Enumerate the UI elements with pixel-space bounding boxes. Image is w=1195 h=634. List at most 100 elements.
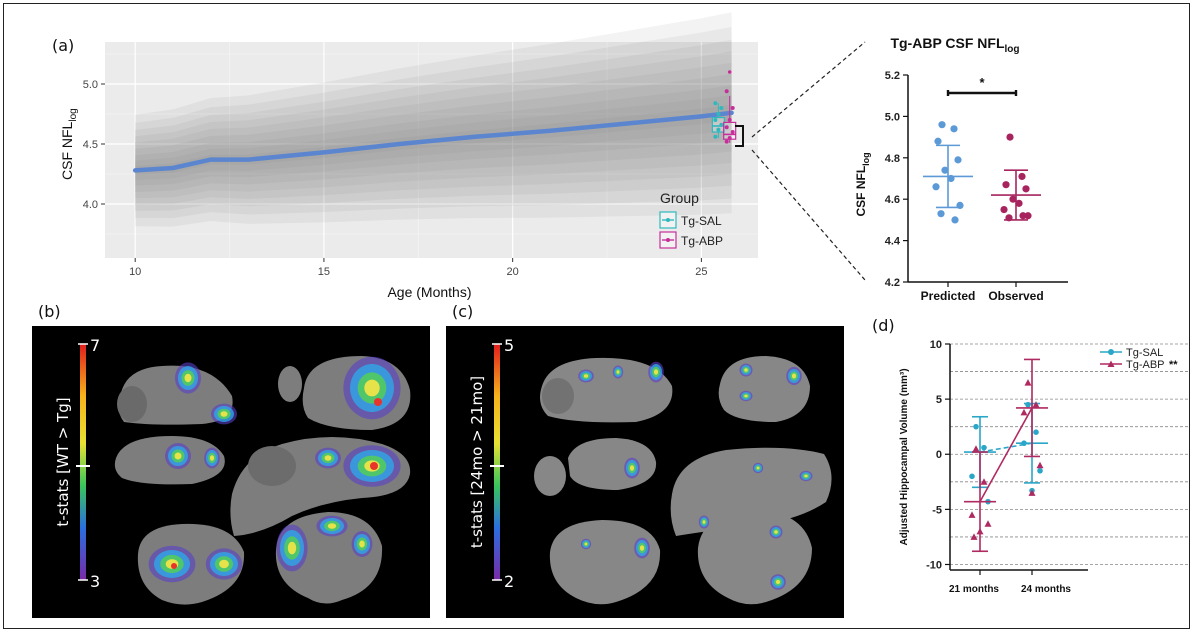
brain-c-sagittal-2 (718, 356, 810, 422)
d-point-1-1-2 (1020, 408, 1028, 416)
brain-c-act-3-core (653, 369, 659, 375)
prediction-band-7 (135, 26, 732, 219)
d-point-1-0-1 (980, 478, 988, 485)
inset-y-tick-label-0: 4.2 (885, 277, 900, 289)
inset-title: Tg-ABP CSF NFLlog (890, 35, 1019, 55)
brain-b-act-4-core (174, 452, 182, 460)
box-point-0-6 (713, 101, 718, 106)
d-x-tick-label-1: 24 months (1021, 584, 1071, 595)
d-point-1-1-4 (1028, 489, 1036, 496)
d-point-0-1-0 (1025, 401, 1031, 408)
brain-b-act-5 (204, 447, 220, 469)
brain-images-b: 7 3 t-stats [WT > Tg] (54, 336, 411, 605)
inset-point-1-9 (1019, 212, 1027, 220)
d-point-1-0-3 (984, 520, 992, 527)
brain-b-act-11 (316, 515, 348, 537)
d-point-1-0-0 (972, 445, 980, 452)
d-point-0-1-1 (1033, 429, 1039, 435)
brain-c-act-5 (739, 390, 753, 402)
d-y-tick-label-4: 10 (930, 339, 942, 351)
colorbar-label-1: t-stats [24mo > 21mo] (468, 376, 486, 548)
prediction-band-2 (135, 85, 732, 186)
d-point-1-1-3 (1036, 461, 1044, 469)
d-y-tick-label-2: 0 (936, 449, 942, 461)
d-point-1-0-5 (970, 533, 978, 540)
d-point-0-0-1 (981, 444, 987, 451)
d-point-1-1-1 (1032, 401, 1040, 408)
chart-a: 10 15 20 25 4.0 4.5 5.0 Age (Months) CSF NFLlog G… (59, 12, 758, 300)
brain-c-coronal-1 (568, 438, 657, 490)
connector-bottom (751, 149, 866, 281)
colorbar-0 (80, 344, 86, 580)
prediction-band-6 (135, 39, 732, 211)
brain-b-act-2-core (220, 411, 228, 417)
brain-b-act-6 (315, 447, 341, 469)
inset-point-0-7 (956, 201, 964, 210)
box-point-1-6 (724, 89, 729, 94)
d-y-tick-label-1: -5 (932, 504, 942, 516)
brain-c-sagittal-1 (540, 357, 673, 423)
inset-point-1-6 (1000, 205, 1008, 214)
colorbar-min-label-1: 2 (504, 572, 514, 591)
brain-c-fragment-1 (534, 456, 566, 496)
box-point-1-4 (727, 118, 732, 122)
prediction-band-1 (135, 94, 732, 181)
brain-b-act-11-core (327, 523, 337, 529)
brain-c-act-12-core (702, 520, 706, 524)
zoom-connectors (751, 41, 866, 281)
brain-c-act-7 (624, 457, 640, 479)
box-point-1-5 (730, 106, 735, 110)
box-point-1-1 (727, 136, 732, 140)
inset-point-1-1 (1018, 172, 1026, 181)
d-point-0-1-2 (1021, 440, 1027, 447)
box-point-1-0 (724, 139, 729, 144)
significance-star: * (979, 75, 985, 90)
brain-c-act-7-core (629, 465, 635, 471)
prediction-band-8 (135, 12, 732, 227)
brain-c-coronal-2 (549, 520, 661, 605)
panel-label-a: (a) (52, 36, 75, 55)
x-tick-label-1: 15 (318, 266, 330, 278)
inset-y-tick-label-1: 4.4 (885, 236, 901, 248)
inset-point-0-8 (937, 210, 945, 218)
brain-b-act-1-core (184, 373, 192, 383)
inset-point-1-8 (1005, 214, 1013, 222)
brain-b-cerebellum-1 (117, 386, 147, 422)
d-point-1-0-2 (968, 511, 976, 518)
inset-point-1-5 (1015, 199, 1023, 207)
brain-c-act-11-core (639, 545, 645, 551)
d-legend-suffix-1: ** (1169, 359, 1178, 371)
d-point-1-1-0 (1024, 379, 1032, 386)
brain-c-act-13 (769, 525, 783, 539)
box-point-0-5 (719, 106, 724, 110)
brain-c-act-1-core (583, 374, 589, 378)
colorbar-max-label-0: 7 (90, 336, 100, 355)
d-x-tick-label-0: 21 months (949, 584, 999, 595)
inset-point-1-7 (1024, 212, 1032, 220)
brain-c-act-8-core (756, 466, 760, 470)
d-point-0-0-0 (973, 423, 979, 430)
x-tick-label-2: 20 (507, 266, 519, 278)
inset-point-0-9 (951, 216, 959, 224)
brain-c-act-9 (799, 470, 813, 482)
brain-c-act-10-core (584, 542, 588, 546)
brain-b-act-12-core (359, 540, 365, 548)
box-point-1-2 (730, 130, 735, 134)
brain-c-act-10 (580, 538, 592, 550)
d-y-tick-label-3: 5 (936, 394, 942, 406)
brain-b-hot-7 (370, 462, 378, 470)
brain-b-act-9 (205, 548, 243, 580)
y-tick-label-1: 4.5 (83, 139, 98, 151)
box-point-1-3 (724, 125, 729, 130)
legend-key-point-0 (666, 218, 670, 222)
brain-c-act-2 (612, 365, 624, 379)
zoom-bracket (735, 125, 744, 147)
figure-frame (3, 3, 1190, 629)
d-point-0-0-2 (969, 473, 975, 480)
legend-title: Group (660, 190, 699, 206)
inset-point-0-6 (932, 183, 940, 191)
brain-b-act-12 (351, 531, 373, 557)
brain-b-act-3-core (364, 379, 380, 397)
brain-c-act-4-core (744, 368, 748, 372)
brain-c-act-2-core (616, 370, 620, 374)
